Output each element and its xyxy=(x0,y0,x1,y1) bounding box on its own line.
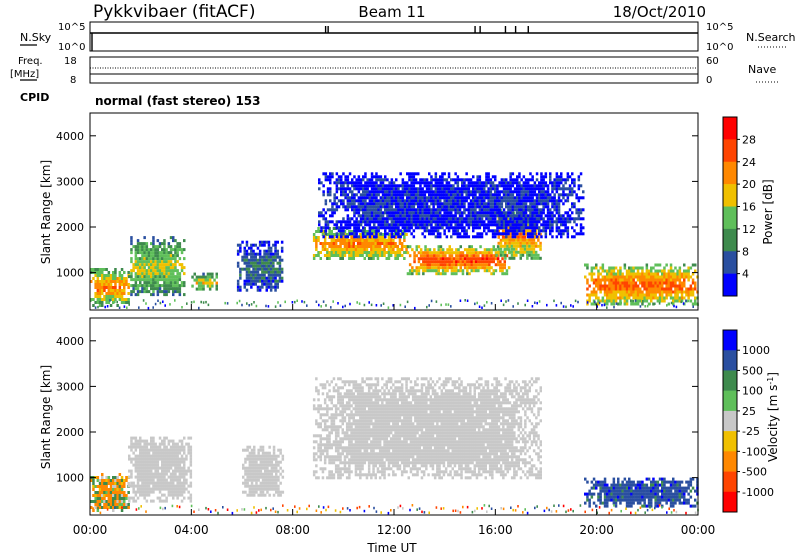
x-tick-label: 20:00 xyxy=(579,523,614,537)
freq-tick-bottom: 8 xyxy=(70,75,76,86)
power-colorbar-tick-label: 4 xyxy=(742,268,749,281)
velocity-colorbar-segment xyxy=(723,491,737,513)
velocity-region-1 xyxy=(128,436,193,503)
velocity-colorbar-segment xyxy=(723,451,737,472)
cpid-value: normal (fast stereo) 153 xyxy=(95,94,261,108)
nsearch-tick-top: 10^5 xyxy=(706,22,733,33)
nsky-panel: N.Sky 10^5 10^0 10^5 10^0 N.Search xyxy=(20,21,796,53)
nsearch-tick-bottom: 10^0 xyxy=(706,42,733,53)
power-colorbar-tick-label: 12 xyxy=(742,223,756,236)
velocity-colorbar-segment xyxy=(723,471,737,493)
velocity-colorbar-segment xyxy=(723,390,737,412)
velocity-colorbar-tick-label: -100 xyxy=(742,445,767,458)
power-heatmap xyxy=(90,172,699,310)
velocity-heatmap xyxy=(90,377,699,515)
power-colorbar-tick-label: 24 xyxy=(742,156,756,169)
date-title: 18/Oct/2010 xyxy=(613,3,706,21)
y-tick-label: 2000 xyxy=(56,426,84,439)
y-tick-label: 1000 xyxy=(56,267,84,280)
power-colorbar-tick-label: 28 xyxy=(742,133,756,146)
power-region-5 xyxy=(406,245,511,276)
power-region-7 xyxy=(318,172,585,239)
velocity-region-4 xyxy=(584,477,699,508)
power-colorbar-segment xyxy=(723,139,737,163)
beam-title: Beam 11 xyxy=(358,3,425,21)
velocity-y-axis: 1000 2000 3000 4000 xyxy=(56,335,698,485)
velocity-colorbar-tick-label: -25 xyxy=(742,425,760,438)
velocity-colorbar-tick-label: 100 xyxy=(742,385,763,398)
velocity-colorbar-tick-label: -500 xyxy=(742,466,767,479)
velocity-colorbar-segment xyxy=(723,350,737,371)
velocity-colorbar-segment xyxy=(723,431,737,452)
nave-tick-bottom: 0 xyxy=(706,75,712,86)
power-colorbar: 4 8 12 16 20 24 28 xyxy=(722,116,756,297)
power-colorbar-segment xyxy=(723,184,737,207)
power-region-1 xyxy=(128,236,186,297)
velocity-ylabel: Slant Range [km] xyxy=(39,365,53,469)
velocity-colorbar-tick-label: -1000 xyxy=(742,486,774,499)
time-axis: 00:00 04:00 08:00 12:00 16:00 20:00 00:00 xyxy=(73,304,716,537)
nsky-label: N.Sky xyxy=(20,31,52,44)
power-ylabel: Slant Range [km] xyxy=(39,160,53,264)
nsky-tick-top: 10^5 xyxy=(58,22,85,33)
velocity-colorbar-tick-label: 25 xyxy=(742,405,756,418)
power-colorbar-segment xyxy=(723,273,737,297)
power-near-range-speckle xyxy=(90,299,699,310)
y-tick-label: 4000 xyxy=(56,335,84,348)
velocity-panel: 1000 2000 3000 4000 Slant Range [km] 1000 50… xyxy=(39,317,780,516)
y-tick-label: 3000 xyxy=(56,175,84,188)
nave-tick-top: 60 xyxy=(706,56,719,67)
velocity-colorbar-tick-label: 500 xyxy=(742,364,763,377)
velocity-colorbar-frame xyxy=(722,329,738,513)
x-tick-label: 08:00 xyxy=(275,523,310,537)
x-tick-label: 00:00 xyxy=(681,523,716,537)
velocity-region-2 xyxy=(242,445,285,497)
nsearch-label: N.Search xyxy=(746,31,796,44)
nave-label: Nave xyxy=(748,63,776,76)
power-colorbar-segment xyxy=(723,228,737,252)
freq-tick-top: 18 xyxy=(64,56,77,67)
station-title: Pykkvibaer (fitACF) xyxy=(93,2,255,22)
velocity-colorbar-segment xyxy=(723,370,737,391)
velocity-colorbar-label: Velocity [m s-1] xyxy=(766,372,780,462)
y-tick-label: 4000 xyxy=(56,130,84,143)
x-tick-label: 04:00 xyxy=(174,523,209,537)
y-tick-label: 2000 xyxy=(56,221,84,234)
y-tick-label: 1000 xyxy=(56,472,84,485)
velocity-near-range-speckle xyxy=(92,504,699,515)
x-tick-label: 00:00 xyxy=(73,523,108,537)
nsky-spikes xyxy=(324,26,529,33)
power-y-axis: 1000 2000 3000 4000 xyxy=(56,130,698,280)
power-region-3 xyxy=(236,240,284,292)
freq-unit: [MHz] xyxy=(10,69,39,80)
cpid-label: CPID xyxy=(20,91,49,104)
freq-panel: Freq. [MHz] 18 8 60 0 Nave xyxy=(10,56,778,86)
velocity-colorbar: 1000 500 100 25 -25 -100 -500 -1000 xyxy=(722,329,774,513)
power-colorbar-segment xyxy=(723,251,737,274)
nsky-tick-bottom: 10^0 xyxy=(58,42,85,53)
power-colorbar-segment xyxy=(723,117,737,140)
velocity-region-3 xyxy=(312,377,542,480)
x-tick-label: 16:00 xyxy=(478,523,513,537)
power-panel: 1000 2000 3000 4000 Slant Range [km] 4 8 12 16… xyxy=(39,112,775,311)
power-colorbar-tick-label: 16 xyxy=(742,201,756,214)
power-colorbar-segment xyxy=(723,161,737,185)
power-region-2 xyxy=(191,272,218,291)
power-colorbar-label: Power [dB] xyxy=(761,179,775,244)
x-axis-label: Time UT xyxy=(366,541,417,554)
power-colorbar-tick-label: 8 xyxy=(742,245,749,258)
velocity-region-0 xyxy=(90,473,130,512)
freq-label: Freq. xyxy=(18,56,43,67)
y-tick-label: 3000 xyxy=(56,380,84,393)
velocity-colorbar-segment xyxy=(723,330,737,351)
power-colorbar-tick-label: 20 xyxy=(742,178,756,191)
velocity-colorbar-tick-label: 1000 xyxy=(742,344,770,357)
power-colorbar-segment xyxy=(723,206,737,230)
x-tick-label: 12:00 xyxy=(377,523,412,537)
velocity-colorbar-segment xyxy=(723,410,737,432)
